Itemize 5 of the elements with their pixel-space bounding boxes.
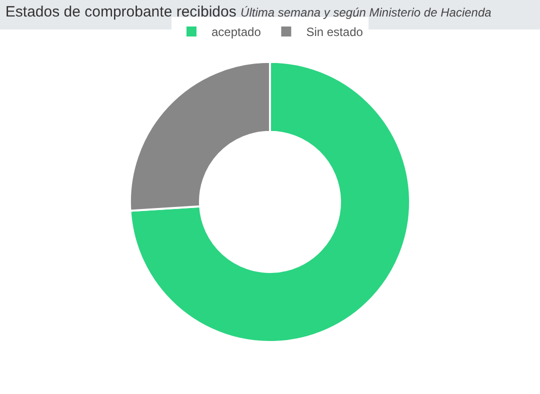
legend-label: Sin estado [306,25,364,40]
legend-label: aceptado [212,25,262,40]
chart-title: Estados de comprobante recibidos [5,3,236,20]
donut-slice [129,60,412,343]
chart-subtitle: Última semana y según Ministerio de Hacienda [240,5,492,20]
